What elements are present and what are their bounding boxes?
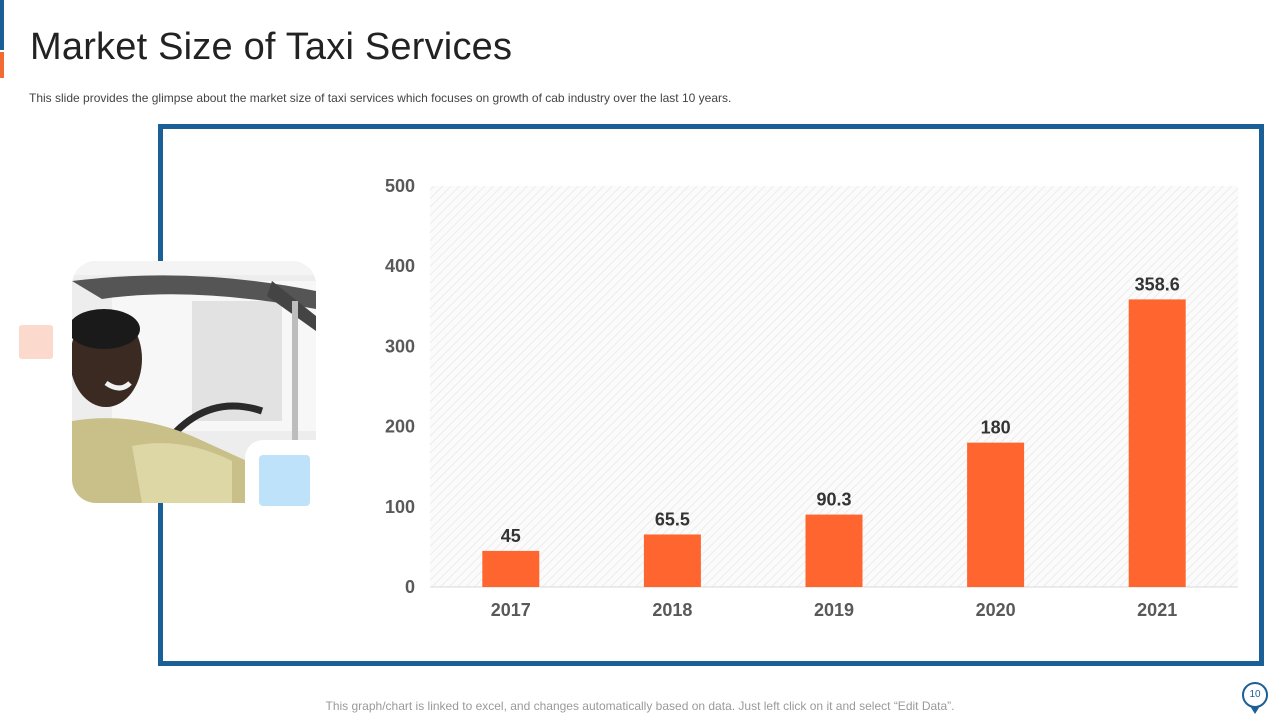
photo-taxi-driver-icon [72,261,316,503]
y-tick-label: 200 [385,417,415,437]
decor-square-blue [259,455,310,506]
bar-2018 [643,534,701,587]
location-pin-icon [1250,706,1260,714]
page-number-badge: 10 [1242,682,1268,708]
y-tick-label: 300 [385,336,415,356]
x-tick-label: 2021 [1137,600,1177,620]
bar-2021 [1128,299,1186,587]
bar-2019 [805,514,863,587]
bar-series: 45 65.5 90.3 180 358.6 [482,274,1186,587]
bar-2017 [482,550,540,587]
y-tick-label: 400 [385,256,415,276]
data-label-2019: 90.3 [816,490,851,510]
slide-title: Market Size of Taxi Services [30,26,513,68]
bar-2020 [967,442,1025,587]
accent-bar-orange [0,52,4,78]
data-label-2018: 65.5 [655,509,690,529]
accent-bar-blue [0,0,4,50]
footer-note: This graph/chart is linked to excel, and… [325,699,955,713]
data-label-2021: 358.6 [1135,274,1180,294]
y-tick-label: 500 [385,176,415,196]
data-label-2020: 180 [981,418,1011,438]
y-axis: 0 100 200 300 400 500 [385,176,415,597]
y-tick-label: 0 [405,577,415,597]
x-axis: 2017 2018 2019 2020 2021 [491,600,1177,620]
x-tick-label: 2019 [814,600,854,620]
data-label-2017: 45 [501,526,521,546]
x-tick-label: 2020 [976,600,1016,620]
x-tick-label: 2018 [652,600,692,620]
x-tick-label: 2017 [491,600,531,620]
decor-square-peach [19,325,53,359]
slide-subtitle: This slide provides the glimpse about th… [29,91,732,105]
y-tick-label: 100 [385,497,415,517]
